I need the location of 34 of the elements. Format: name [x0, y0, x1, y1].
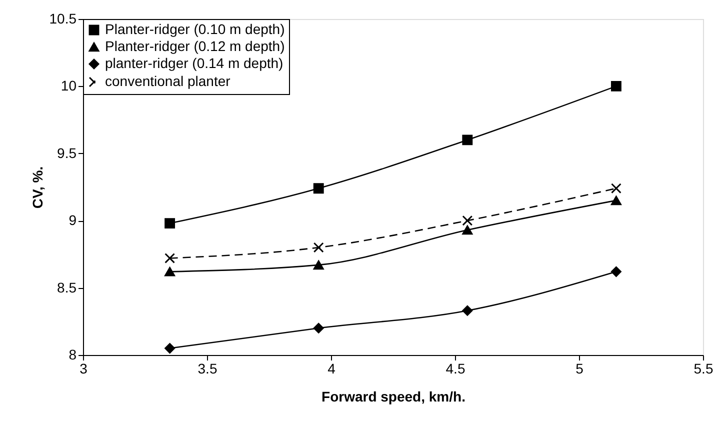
point — [610, 183, 622, 194]
x-tick-label: 3 — [80, 360, 88, 376]
point — [610, 266, 622, 277]
point — [462, 305, 473, 316]
x-tick-label: 4.5 — [446, 360, 466, 376]
x-tick-label: 3.5 — [198, 360, 218, 376]
y-tick-label: 10 — [60, 78, 77, 94]
y-tick-label: 9.5 — [57, 144, 77, 161]
point — [164, 343, 176, 354]
point — [462, 134, 473, 146]
point — [313, 242, 324, 253]
point — [313, 322, 324, 334]
y-tick-label: 8 — [68, 346, 77, 362]
legend-label: Planter-ridger (0.12 m depth) — [105, 38, 285, 54]
y-tick-label: 8.5 — [57, 279, 77, 296]
point — [164, 218, 176, 229]
y-tick-label: 9 — [68, 212, 77, 228]
y-tick-label: 10.5 — [49, 10, 77, 26]
point — [313, 260, 324, 270]
point — [164, 253, 176, 264]
x-tick-label: 5 — [576, 360, 584, 376]
y-axis-title: CV, %. — [29, 166, 46, 209]
point — [462, 215, 473, 226]
point — [462, 225, 473, 235]
point — [610, 80, 622, 92]
x-tick-label: 5.5 — [694, 360, 714, 376]
legend-label: conventional planter — [105, 73, 231, 89]
point — [313, 183, 324, 194]
legend-label: Planter-ridger (0.10 m depth) — [105, 21, 285, 37]
point — [164, 267, 176, 276]
legend-label: planter-ridger (0.14 m depth) — [105, 55, 284, 71]
x-tick-label: 4 — [328, 360, 336, 376]
x-axis-title: Forward speed, km/h. — [322, 388, 466, 404]
point — [610, 196, 622, 206]
